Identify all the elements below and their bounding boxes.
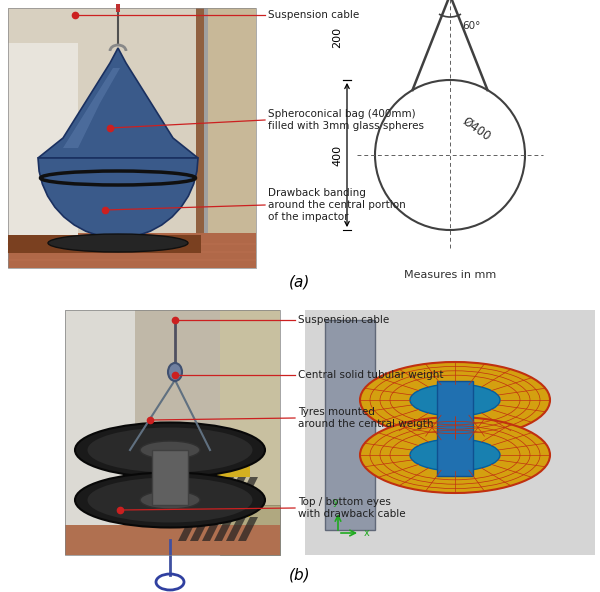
Bar: [65, 310, 280, 555]
Polygon shape: [202, 477, 222, 501]
Text: Spheroconical bag (400mm)
filled with 3mm glass spheres: Spheroconical bag (400mm) filled with 3m…: [268, 109, 424, 131]
Polygon shape: [202, 517, 222, 541]
Text: Tyres mounted
around the central weigth: Tyres mounted around the central weigth: [298, 407, 433, 429]
Polygon shape: [238, 517, 258, 541]
Ellipse shape: [75, 472, 265, 527]
Text: Drawback banding
around the central portion
of the impactor: Drawback banding around the central port…: [268, 188, 406, 221]
Bar: [196, 8, 204, 268]
Text: Suspension cable: Suspension cable: [298, 315, 389, 325]
Bar: [204, 8, 208, 268]
Text: x: x: [364, 528, 370, 538]
Bar: [305, 310, 595, 555]
Bar: [116, 4, 120, 12]
Ellipse shape: [88, 427, 253, 472]
Polygon shape: [226, 517, 246, 541]
Ellipse shape: [168, 363, 182, 381]
Ellipse shape: [140, 441, 200, 459]
Polygon shape: [190, 477, 210, 501]
Bar: [65, 310, 135, 555]
Text: (b): (b): [289, 568, 311, 583]
Bar: [65, 525, 280, 555]
Polygon shape: [63, 68, 120, 148]
Text: 60°: 60°: [462, 21, 481, 31]
Text: (a): (a): [289, 275, 311, 289]
Polygon shape: [178, 477, 198, 501]
Ellipse shape: [360, 362, 550, 438]
Bar: [8, 235, 201, 253]
Bar: [220, 505, 280, 555]
Text: Ø400: Ø400: [460, 114, 493, 143]
Ellipse shape: [48, 234, 188, 252]
Polygon shape: [238, 477, 258, 501]
Ellipse shape: [410, 384, 500, 416]
Bar: [8, 43, 78, 238]
Ellipse shape: [360, 417, 550, 493]
Polygon shape: [178, 517, 198, 541]
Polygon shape: [38, 158, 198, 238]
Text: Central solid tubular weight: Central solid tubular weight: [298, 370, 443, 380]
Bar: [201, 8, 256, 268]
Bar: [152, 450, 188, 505]
Polygon shape: [38, 48, 198, 158]
Text: Measures in mm: Measures in mm: [404, 270, 496, 280]
Bar: [8, 233, 256, 268]
Polygon shape: [190, 517, 210, 541]
Bar: [65, 310, 280, 555]
Bar: [437, 381, 473, 476]
Text: Top / bottom eyes
with drawback cable: Top / bottom eyes with drawback cable: [298, 497, 406, 519]
Ellipse shape: [410, 439, 500, 471]
Bar: [190, 493, 250, 517]
Polygon shape: [214, 477, 234, 501]
Bar: [220, 310, 280, 555]
Polygon shape: [226, 477, 246, 501]
Text: 400: 400: [332, 144, 342, 166]
Ellipse shape: [140, 491, 200, 509]
Polygon shape: [214, 517, 234, 541]
Bar: [8, 8, 256, 268]
Bar: [8, 8, 256, 268]
Bar: [325, 320, 375, 530]
Bar: [190, 453, 250, 477]
Ellipse shape: [88, 478, 253, 523]
Text: y: y: [333, 497, 339, 507]
Text: 200: 200: [332, 27, 342, 48]
Text: Suspension cable: Suspension cable: [268, 10, 359, 20]
Ellipse shape: [75, 423, 265, 478]
